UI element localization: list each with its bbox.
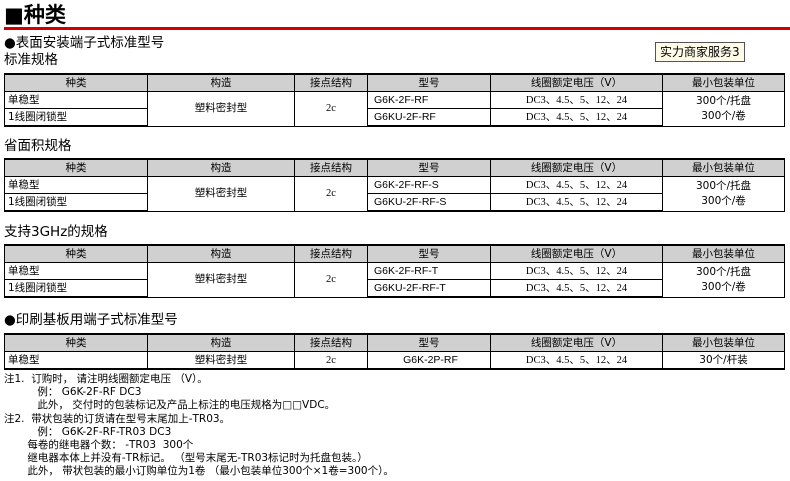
table-row: 1线圈闭锁型 G6KU-2F-RF-T DC3、4.5、5、12、24 [4, 279, 785, 298]
title-divider [4, 27, 790, 30]
model-cell: G6K-2F-RF-T [367, 262, 491, 280]
table-header: 种类 构造 接点结构 型号 线圈额定电压（V） 最小包装单位 [4, 73, 785, 92]
voltage-cell: DC3、4.5、5、12、24 [490, 176, 663, 194]
type-cell: 1线圈闭锁型 [4, 279, 148, 298]
column-header: 种类 [4, 158, 148, 177]
voltage-cell: DC3、4.5、5、12、24 [490, 279, 663, 298]
pack-cell: 300个/托盘 300个/卷 [662, 91, 785, 127]
subheading-3ghz: 支持3GHz的规格 [4, 224, 108, 240]
spec-table: 种类 构造 接点结构 型号 线圈额定电压（V） 最小包装单位 单稳型 塑料密封型 2c G6K-2… [4, 73, 785, 127]
column-header: 构造 [147, 158, 295, 177]
merchant-badge[interactable]: 实力商家服务3 [655, 42, 745, 62]
voltage-cell: DC3、4.5、5、12、24 [490, 91, 663, 109]
model-cell: G6KU-2F-RF-T [367, 279, 491, 298]
contact-cell: 2c [294, 262, 368, 298]
note-line: 此外， 带状包装的最小订购单位为1卷 （最小包装单位300个×1卷=300个）。 [4, 465, 394, 478]
column-header: 最小包装单位 [662, 244, 785, 263]
pack-unit: 30个/杆装 [699, 353, 748, 366]
type-cell: 1线圈闭锁型 [4, 193, 148, 212]
voltage-cell: DC3、4.5、5、12、24 [490, 351, 663, 370]
type-cell: 单稳型 [4, 351, 148, 370]
column-header: 接点结构 [294, 73, 368, 92]
note-line: 例： G6K-2F-RF DC3 [4, 386, 142, 399]
structure-cell: 塑料密封型 [147, 176, 295, 212]
pack-unit: 300个/卷 [701, 280, 746, 293]
table-row: 单稳型 塑料密封型 2c G6K-2P-RF DC3、4.5、5、12、24 30个/杆装 [4, 351, 785, 370]
column-header: 型号 [367, 244, 491, 263]
table-row: 单稳型 塑料密封型 2c G6K-2F-RF DC3、4.5、5、12、24 300个/托… [4, 91, 785, 127]
spec-table: 种类 构造 接点结构 型号 线圈额定电压（V） 最小包装单位 单稳型 塑料密封型 2c G6K-2… [4, 158, 785, 212]
contact-cell: 2c [294, 176, 368, 212]
page-title: ■种类 [4, 3, 66, 27]
structure-cell: 塑料密封型 [147, 91, 295, 127]
column-header: 线圈额定电压（V） [490, 158, 663, 177]
column-header: 接点结构 [294, 158, 368, 177]
subheading-space-saving: 省面积规格 [4, 138, 72, 154]
column-header: 构造 [147, 244, 295, 263]
column-header: 最小包装单位 [662, 333, 785, 352]
spec-table: 种类 构造 接点结构 型号 线圈额定电压（V） 最小包装单位 单稳型 塑料密封型 2c G6K-2… [4, 333, 785, 370]
model-cell: G6KU-2F-RF [367, 108, 491, 127]
column-header: 最小包装单位 [662, 158, 785, 177]
pack-unit: 300个/托盘 [695, 265, 752, 278]
section-heading-pcb: ●印刷基板用端子式标准型号 [4, 312, 178, 328]
type-cell: 单稳型 [4, 176, 148, 194]
column-header: 型号 [367, 333, 491, 352]
subheading-standard: 标准规格 [4, 52, 58, 68]
note-line: 注1. 订购时， 请注明线圈额定电压 （V）。 [4, 373, 208, 385]
column-header: 种类 [4, 244, 148, 263]
table-header: 种类 构造 接点结构 型号 线圈额定电压（V） 最小包装单位 [4, 333, 785, 352]
table-header: 种类 构造 接点结构 型号 线圈额定电压（V） 最小包装单位 [4, 244, 785, 263]
column-header: 线圈额定电压（V） [490, 244, 663, 263]
voltage-cell: DC3、4.5、5、12、24 [490, 262, 663, 280]
column-header: 种类 [4, 73, 148, 92]
type-cell: 1线圈闭锁型 [4, 108, 148, 127]
column-header: 接点结构 [294, 244, 368, 263]
spec-table: 种类 构造 接点结构 型号 线圈额定电压（V） 最小包装单位 单稳型 塑料密封型 2c G6K-2… [4, 244, 785, 298]
voltage-cell: DC3、4.5、5、12、24 [490, 108, 663, 127]
model-cell: G6K-2F-RF [367, 91, 491, 109]
table-row: 1线圈闭锁型 G6KU-2F-RF-S DC3、4.5、5、12、24 [4, 193, 785, 212]
model-cell: G6K-2P-RF [367, 351, 491, 370]
note-line: 此外， 交付时的包装标记及产品上标注的电压规格为□□VDC。 [4, 399, 336, 412]
contact-cell: 2c [294, 351, 368, 370]
pack-unit: 300个/卷 [701, 109, 746, 122]
column-header: 线圈额定电压（V） [490, 333, 663, 352]
contact-cell: 2c [294, 91, 368, 127]
table-row: 1线圈闭锁型 G6KU-2F-RF DC3、4.5、5、12、24 [4, 108, 785, 127]
pack-unit: 300个/托盘 [695, 179, 752, 192]
notes: 注1. 订购时， 请注明线圈额定电压 （V）。 例： G6K-2F-RF DC3… [4, 373, 394, 479]
model-cell: G6K-2F-RF-S [367, 176, 491, 194]
pack-cell: 300个/托盘 300个/卷 [662, 262, 785, 298]
note-line: 注2. 带状包装的订货请在型号末尾加上-TR03。 [4, 412, 231, 425]
pack-cell: 30个/杆装 [662, 351, 785, 370]
column-header: 最小包装单位 [662, 73, 785, 92]
column-header: 型号 [367, 158, 491, 177]
section-heading-smt: ●表面安装端子式标准型号 [4, 35, 165, 51]
column-header: 型号 [367, 73, 491, 92]
pack-unit: 300个/卷 [701, 194, 746, 207]
column-header: 构造 [147, 333, 295, 352]
table-row: 单稳型 塑料密封型 2c G6K-2F-RF-S DC3、4.5、5、12、24 300个… [4, 176, 785, 212]
table-header: 种类 构造 接点结构 型号 线圈额定电压（V） 最小包装单位 [4, 158, 785, 177]
note-line: 例： G6K-2F-RF-TR03 DC3 [4, 425, 172, 438]
model-cell: G6KU-2F-RF-S [367, 193, 491, 212]
structure-cell: 塑料密封型 [147, 262, 295, 298]
pack-cell: 300个/托盘 300个/卷 [662, 176, 785, 212]
note-line: 每卷的继电器个数： -TR03 300个 [4, 439, 194, 452]
column-header: 种类 [4, 333, 148, 352]
pack-unit: 300个/托盘 [695, 94, 752, 107]
type-cell: 单稳型 [4, 91, 148, 109]
voltage-cell: DC3、4.5、5、12、24 [490, 193, 663, 212]
column-header: 接点结构 [294, 333, 368, 352]
table-row: 单稳型 塑料密封型 2c G6K-2F-RF-T DC3、4.5、5、12、24 300个… [4, 262, 785, 298]
note-line: 继电器本体上并没有-TR标记。 （型号末尾无-TR03标记时为托盘包装。） [4, 452, 368, 465]
column-header: 线圈额定电压（V） [490, 73, 663, 92]
column-header: 构造 [147, 73, 295, 92]
type-cell: 单稳型 [4, 262, 148, 280]
structure-cell: 塑料密封型 [147, 351, 295, 370]
